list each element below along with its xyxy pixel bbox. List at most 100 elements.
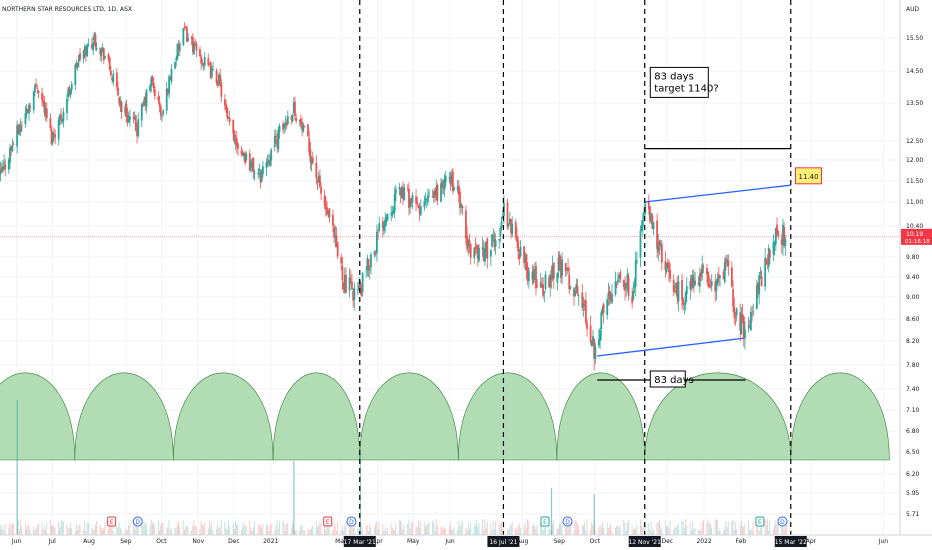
- volume-bar: [699, 529, 701, 535]
- candle-body: [16, 125, 19, 147]
- volume-bar: [599, 524, 601, 535]
- cycle-arc: [556, 372, 646, 461]
- volume-bar: [559, 523, 561, 535]
- volume-bar: [698, 530, 699, 535]
- candle-body: [577, 295, 580, 297]
- cycle-arc: [790, 372, 890, 461]
- event-marker-D[interactable]: D: [346, 516, 357, 527]
- candle-body: [126, 115, 129, 123]
- candle-body: [132, 117, 135, 119]
- volume-bar: [723, 529, 724, 535]
- candle-body: [625, 285, 628, 289]
- target-price-label[interactable]: 11.40: [795, 167, 823, 185]
- volume-bar: [673, 529, 675, 535]
- candle-body: [115, 72, 118, 88]
- event-marker-E[interactable]: E: [323, 516, 333, 527]
- volume-bar: [54, 527, 56, 535]
- candle-body: [633, 285, 636, 288]
- candle-body: [241, 153, 244, 155]
- volume-bar: [508, 529, 510, 535]
- price-label-text: 11.40: [798, 173, 818, 181]
- volume-bar: [717, 520, 718, 535]
- candle-body: [9, 147, 11, 163]
- volume-bar: [401, 522, 403, 535]
- event-marker-E[interactable]: E: [107, 516, 117, 527]
- volume-bar: [60, 520, 62, 535]
- candle-body: [739, 312, 742, 331]
- volume-bar: [578, 525, 580, 535]
- volume-bar: [781, 522, 783, 535]
- candle-body: [475, 245, 478, 247]
- volume-bar: [776, 523, 778, 535]
- time-tick-label: Dec: [661, 538, 673, 545]
- candle-body: [176, 43, 179, 60]
- volume-bar: [783, 529, 785, 535]
- volume-bar: [33, 526, 35, 535]
- volume-bar: [53, 525, 55, 535]
- volume-bar: [415, 526, 417, 535]
- candle-body: [24, 113, 27, 125]
- volume-bar: [536, 524, 538, 535]
- volume-bar: [29, 529, 31, 535]
- volume-bar: [251, 530, 253, 535]
- candle-body: [165, 88, 168, 111]
- candle-body: [283, 124, 286, 129]
- volume-bar: [731, 521, 733, 535]
- event-marker-D[interactable]: D: [132, 516, 143, 527]
- candle-body: [418, 206, 421, 214]
- candle-body: [702, 266, 705, 268]
- candle-body: [57, 119, 60, 140]
- volume-bar: [315, 520, 317, 535]
- price-tick-label: 7.40: [906, 386, 920, 393]
- candle-body: [683, 303, 686, 305]
- volume-bar: [184, 529, 185, 535]
- volume-bar: [568, 520, 570, 535]
- volume-bar: [619, 525, 621, 535]
- volume-bar: [648, 523, 650, 535]
- candle-body: [54, 134, 57, 138]
- candle-body: [303, 126, 306, 128]
- volume-bar: [425, 526, 426, 535]
- volume-bar: [121, 530, 122, 535]
- volume-bar: [77, 529, 79, 535]
- candle-body: [402, 187, 404, 199]
- candle-body: [700, 272, 702, 278]
- volume-bar: [468, 528, 470, 535]
- volume-bar: [477, 526, 479, 535]
- dividend-icon: [132, 516, 143, 527]
- candle-body: [575, 284, 578, 289]
- candle-body: [710, 281, 713, 286]
- volume-bar: [759, 527, 761, 535]
- volume-bar: [360, 526, 362, 535]
- volume-bar: [641, 525, 642, 535]
- event-marker-D[interactable]: D: [562, 516, 573, 527]
- volume-bar: [337, 522, 339, 535]
- annotation-text-box[interactable]: 83 days: [649, 370, 694, 388]
- volume-bar: [150, 519, 152, 535]
- volume-bar: [391, 527, 393, 535]
- event-marker-D[interactable]: D: [777, 516, 788, 527]
- candle-body: [269, 160, 271, 166]
- volume-bar: [340, 530, 342, 535]
- candle-body: [345, 274, 347, 293]
- lower-channel-line: [597, 337, 744, 357]
- drawn-lines[interactable]: [0, 147, 900, 381]
- volume-bar: [193, 520, 195, 535]
- candle-body: [174, 61, 176, 69]
- volume-bar: [442, 528, 444, 535]
- candle-body: [783, 227, 786, 245]
- candle-body: [598, 339, 600, 346]
- candle-body: [567, 268, 569, 271]
- event-marker-E[interactable]: E: [755, 516, 765, 527]
- event-marker-E[interactable]: E: [540, 516, 550, 527]
- candle-body: [406, 188, 409, 190]
- price-tick-label: 11.00: [906, 199, 923, 206]
- candle-body: [676, 282, 679, 298]
- candle-body: [94, 34, 97, 48]
- candle-body: [589, 325, 592, 343]
- candle-body: [210, 68, 213, 78]
